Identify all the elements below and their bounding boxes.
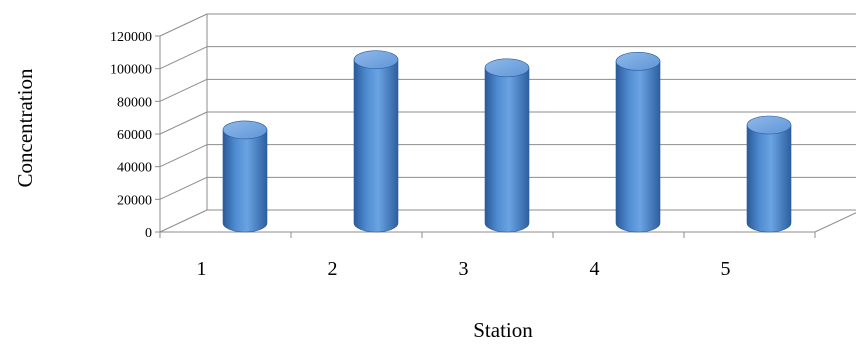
bar-top [746, 115, 792, 135]
bar [746, 115, 792, 233]
y-tick-label: 40000 [117, 161, 152, 176]
grid-lines [159, 13, 856, 233]
bar-top [353, 50, 399, 69]
bar-body [615, 61, 661, 233]
y-tick-label: 0 [145, 226, 152, 241]
y-tick-label: 120000 [110, 30, 152, 45]
bar-body [222, 129, 268, 233]
x-tick-label: 5 [721, 258, 731, 280]
gridline-side [159, 13, 208, 37]
x-axis-ticks: 1 2 3 4 5 [159, 232, 816, 280]
bar [484, 58, 530, 233]
gridline-side [159, 209, 208, 233]
gridline-side [159, 111, 208, 135]
gridline-side [159, 144, 208, 168]
y-axis-title: Concentration [13, 68, 37, 187]
x-tick-label: 3 [459, 258, 469, 280]
gridline-side [159, 46, 208, 70]
bar-body [353, 59, 399, 233]
bar [353, 50, 399, 233]
gridline-side [159, 176, 208, 200]
bar-top [615, 51, 661, 71]
bar-body [746, 124, 792, 233]
y-tick-label: 20000 [117, 193, 152, 208]
x-tick-label: 1 [197, 258, 207, 280]
y-tick-label: 100000 [110, 63, 152, 78]
bar-top [222, 120, 268, 140]
x-axis-title: Station [473, 318, 533, 342]
y-tick-label: 60000 [117, 128, 152, 143]
gridline-side [159, 78, 208, 102]
bar [615, 51, 661, 233]
bar-body [484, 67, 530, 233]
x-tick-label: 4 [590, 258, 600, 280]
x-tick-label: 2 [328, 258, 338, 280]
bar [222, 120, 268, 233]
bar-top [484, 58, 530, 78]
y-axis-ticks: 0 20000 40000 60000 80000 100000 120000 [110, 30, 160, 241]
bars [222, 50, 792, 233]
y-tick-label: 80000 [117, 95, 152, 110]
